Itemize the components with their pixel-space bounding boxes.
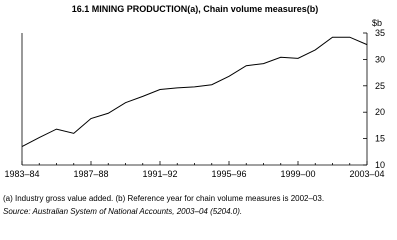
y-axis-label: $b [372, 18, 382, 28]
y-tick-label: 20 [375, 107, 385, 117]
x-tick-label: 1991–92 [142, 169, 177, 179]
y-tick-label: 30 [375, 54, 385, 64]
y-tick-label: 10 [375, 160, 385, 170]
footnote: (a) Industry gross value added. (b) Refe… [3, 194, 324, 203]
y-tick-label: 35 [375, 28, 385, 38]
y-tick-label: 15 [375, 134, 385, 144]
x-tick-label: 1995–96 [211, 169, 246, 179]
source-note: Source: Australian System of National Ac… [3, 207, 242, 216]
y-tick-label: 25 [375, 81, 385, 91]
chart: 16.1 MINING PRODUCTION(a), Chain volume … [3, 4, 385, 216]
x-tick-label: 1987–88 [73, 169, 108, 179]
chart-title: 16.1 MINING PRODUCTION(a), Chain volume … [72, 4, 319, 14]
x-tick-label: 2003–04 [349, 169, 384, 179]
x-tick-label: 1983–84 [4, 169, 39, 179]
data-line [21, 36, 368, 147]
x-tick-label: 1999–00 [280, 169, 315, 179]
